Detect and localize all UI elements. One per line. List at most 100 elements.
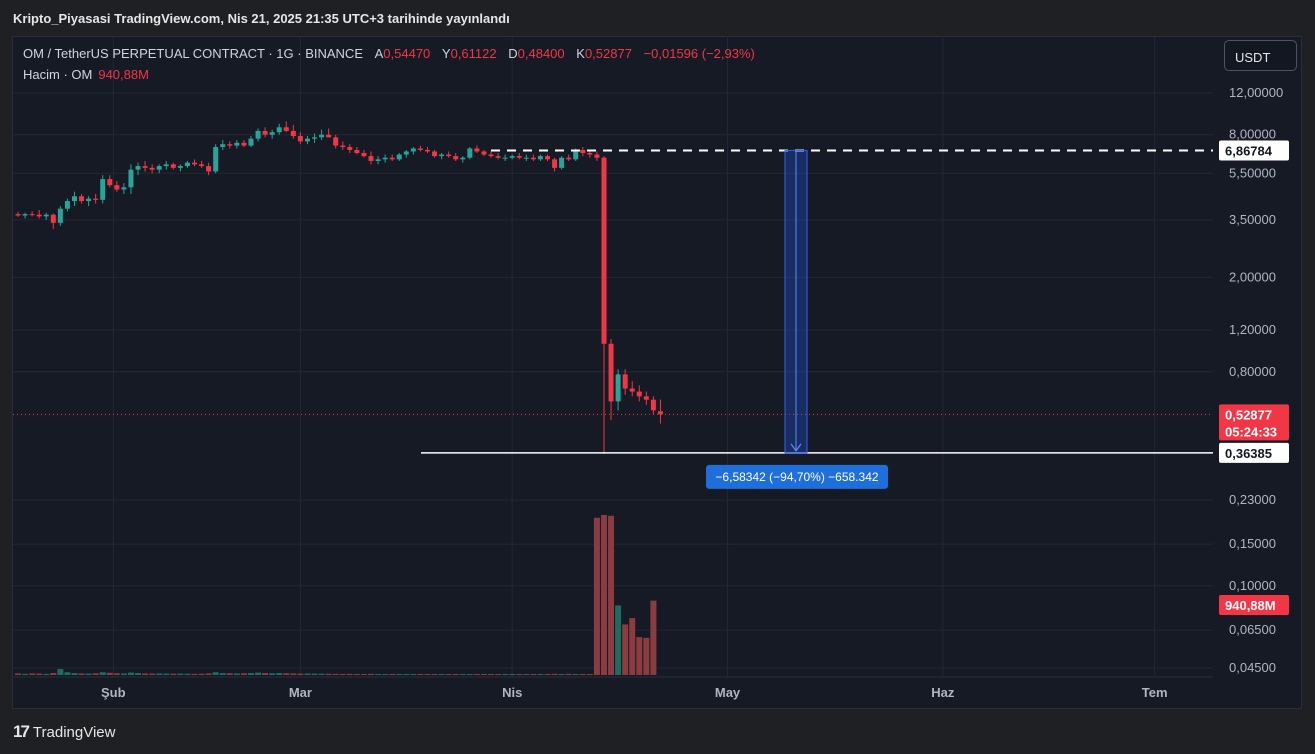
volume-bar: [551, 673, 558, 675]
currency-button[interactable]: USDT: [1224, 40, 1297, 71]
candle-body: [255, 130, 261, 139]
candle-body: [453, 156, 459, 160]
open-label: A: [374, 46, 384, 61]
candle-body: [559, 157, 565, 168]
candle-body: [64, 201, 70, 209]
tradingview-logo-icon: 17: [13, 722, 30, 741]
volume-bar: [417, 674, 424, 675]
lower-level-label-bg: [1219, 442, 1289, 463]
time-tick-label: Tem: [1142, 685, 1168, 700]
ohlc-legend: OM / TetherUS PERPETUAL CONTRACT · 1G · …: [23, 46, 755, 61]
volume-legend: Hacim · OM 940,88M: [23, 67, 149, 82]
candle-body: [93, 198, 99, 200]
candle-body: [347, 147, 353, 150]
candle-body: [509, 156, 515, 158]
volume-bar: [445, 674, 452, 675]
volume-bars: [15, 515, 657, 675]
volume-bar: [579, 674, 586, 675]
volume-bar: [318, 673, 325, 675]
volume-bar: [29, 673, 36, 675]
volume-bar: [135, 673, 142, 675]
volume-bar: [247, 673, 254, 675]
open-value: 0,54470: [383, 46, 431, 61]
candle-body: [149, 167, 155, 170]
volume-bar: [276, 673, 283, 675]
volume-bar: [629, 618, 636, 675]
candle-body: [15, 214, 21, 216]
price-tick-label: 3,50000: [1229, 212, 1276, 227]
price-tick-label: 0,15000: [1229, 536, 1276, 551]
volume-bar: [339, 673, 346, 675]
candle-body: [389, 157, 395, 160]
candle-body: [566, 157, 572, 160]
volume-bar: [92, 673, 99, 675]
measure-label-box: [706, 464, 888, 489]
candle-body: [177, 166, 183, 168]
candle-body: [467, 148, 473, 158]
volume-bar: [325, 673, 332, 675]
candle-body: [135, 166, 141, 170]
time-tick-label: Nis: [502, 685, 522, 700]
upper-level-label: 6,86784: [1225, 143, 1273, 158]
last-price-label-bg: [1219, 404, 1289, 441]
candle-body: [552, 159, 558, 168]
candle-body: [79, 196, 85, 202]
change-value: −0,01596 (−2,93%): [643, 46, 755, 61]
candle-body: [290, 130, 296, 137]
volume-bar: [99, 672, 106, 675]
candle-body: [368, 156, 374, 161]
volume-bar: [466, 674, 473, 675]
volume-bar: [255, 672, 262, 675]
price-tick-label: 0,10000: [1229, 578, 1276, 593]
volume-bar: [431, 674, 438, 675]
volume-bar: [593, 517, 600, 675]
volume-bar: [177, 673, 184, 675]
high-value: 0,61122: [450, 46, 497, 61]
candle-body: [502, 157, 508, 159]
volume-bar: [480, 674, 487, 675]
volume-bar: [452, 674, 459, 675]
brand-name: TradingView: [32, 723, 116, 741]
volume-bar: [71, 673, 78, 675]
volume-bar: [530, 674, 537, 675]
volume-bar: [205, 673, 212, 675]
volume-bar: [240, 673, 247, 675]
candle-body: [283, 127, 289, 131]
volume-bar: [410, 674, 417, 675]
volume-bar: [226, 673, 233, 675]
candle-body: [22, 214, 28, 216]
candle-body: [573, 149, 579, 160]
time-tick-label: May: [715, 685, 741, 700]
candle-body: [481, 151, 487, 155]
volume-bar: [78, 673, 85, 675]
candle-body: [241, 142, 247, 146]
candle-body: [417, 148, 423, 150]
volume-bar: [459, 674, 466, 675]
volume-bar: [502, 674, 509, 675]
volume-bar: [558, 674, 565, 675]
volume-bar: [120, 673, 127, 675]
candle-body: [396, 154, 402, 160]
volume-bar: [64, 672, 71, 675]
chart-panel[interactable]: −6,58342 (−94,70%) −658.342 12,00000 8,00…: [12, 36, 1302, 709]
volume-bar: [156, 673, 163, 675]
price-tick-label: 0,04500: [1229, 660, 1276, 675]
candle-body: [608, 343, 614, 402]
volume-bar: [572, 674, 579, 675]
volume-value: 940,88M: [98, 67, 149, 82]
volume-bar: [219, 673, 226, 675]
candlestick-chart[interactable]: −6,58342 (−94,70%) −658.342 12,00000 8,00…: [13, 37, 1302, 709]
candles: [15, 121, 663, 454]
candle-body: [213, 147, 219, 172]
volume-bar: [424, 674, 431, 675]
volume-bar: [36, 673, 43, 675]
volume-bar: [198, 673, 205, 675]
candle-body: [530, 157, 536, 160]
candle-body: [622, 374, 628, 389]
volume-bar: [142, 673, 149, 675]
volume-bar: [516, 674, 523, 675]
volume-bar: [57, 669, 64, 675]
candle-body: [495, 156, 501, 158]
candle-body: [636, 391, 642, 397]
volume-bar: [600, 515, 607, 675]
